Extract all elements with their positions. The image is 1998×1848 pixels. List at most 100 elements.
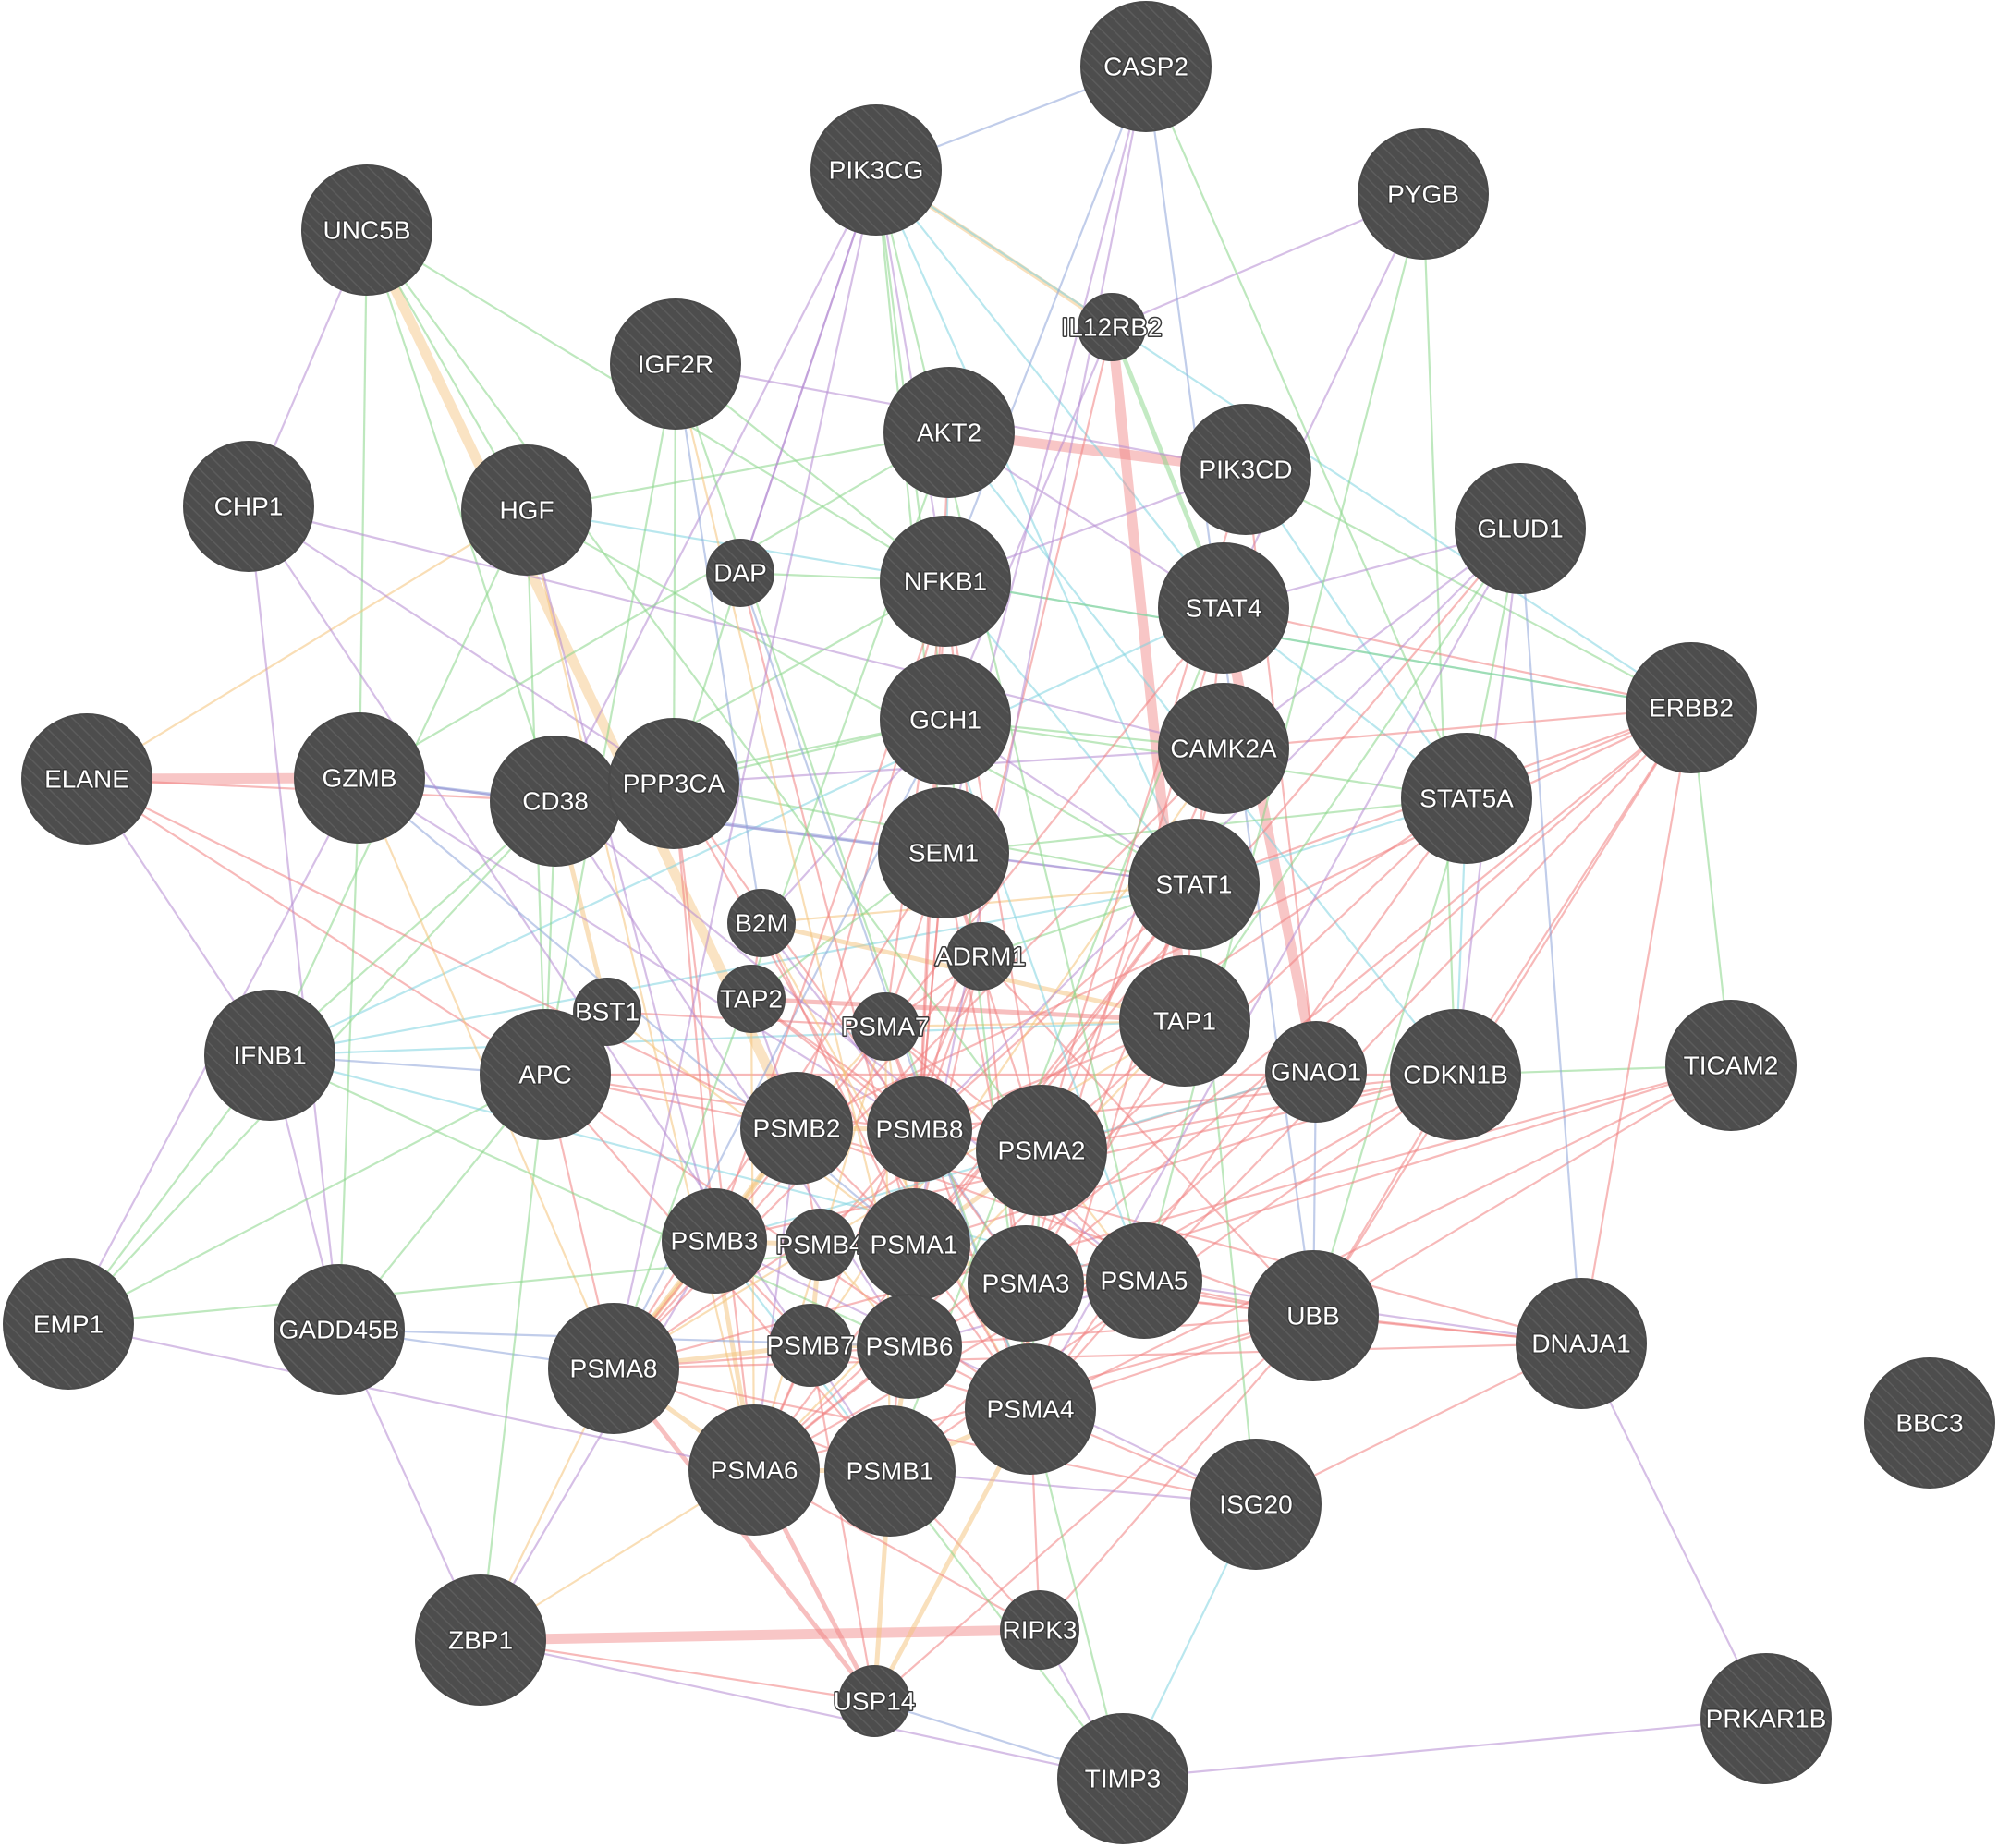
node-circle[interactable]: [548, 1303, 679, 1434]
node-gadd45b[interactable]: GADD45B: [274, 1264, 405, 1395]
node-circle[interactable]: [1128, 819, 1260, 950]
node-circle[interactable]: [1078, 293, 1146, 361]
node-circle[interactable]: [857, 1294, 962, 1399]
node-circle[interactable]: [976, 1085, 1107, 1216]
node-circle[interactable]: [784, 1209, 856, 1281]
node-circle[interactable]: [662, 1188, 767, 1294]
node-psmb4[interactable]: PSMB4: [774, 1209, 865, 1281]
node-ppp3ca[interactable]: PPP3CA: [608, 718, 739, 849]
node-circle[interactable]: [946, 922, 1015, 991]
node-erbb2[interactable]: ERBB2: [1626, 642, 1757, 773]
node-psmb8[interactable]: PSMB8: [867, 1076, 972, 1182]
node-circle[interactable]: [1401, 733, 1532, 864]
node-gnao1[interactable]: GNAO1: [1265, 1021, 1367, 1123]
node-circle[interactable]: [480, 1009, 611, 1140]
node-tap1[interactable]: TAP1: [1119, 955, 1250, 1087]
node-bbc3[interactable]: BBC3: [1864, 1357, 1995, 1489]
node-circle[interactable]: [1158, 542, 1289, 674]
node-ubb[interactable]: UBB: [1248, 1250, 1379, 1381]
node-stat5a[interactable]: STAT5A: [1401, 733, 1532, 864]
node-ifnb1[interactable]: IFNB1: [204, 990, 335, 1121]
node-circle[interactable]: [1626, 642, 1757, 773]
node-apc[interactable]: APC: [480, 1009, 611, 1140]
node-usp14[interactable]: USP14: [832, 1665, 917, 1737]
node-igf2r[interactable]: IGF2R: [610, 298, 741, 430]
node-psma2[interactable]: PSMA2: [976, 1085, 1107, 1216]
node-circle[interactable]: [274, 1264, 405, 1395]
node-circle[interactable]: [727, 889, 796, 957]
node-circle[interactable]: [1265, 1021, 1367, 1123]
node-circle[interactable]: [880, 654, 1011, 785]
node-psma6[interactable]: PSMA6: [688, 1404, 820, 1536]
node-circle[interactable]: [824, 1405, 956, 1537]
node-circle[interactable]: [838, 1665, 910, 1737]
node-casp2[interactable]: CASP2: [1080, 1, 1212, 132]
node-circle[interactable]: [21, 713, 152, 845]
node-circle[interactable]: [810, 104, 942, 236]
node-psma3[interactable]: PSMA3: [968, 1225, 1084, 1342]
node-circle[interactable]: [1700, 1653, 1832, 1784]
node-psma1[interactable]: PSMA1: [858, 1188, 970, 1301]
node-psmb3[interactable]: PSMB3: [662, 1188, 767, 1294]
node-circle[interactable]: [1000, 1590, 1079, 1670]
node-circle[interactable]: [1248, 1250, 1379, 1381]
node-circle[interactable]: [1516, 1278, 1647, 1409]
node-pygb[interactable]: PYGB: [1358, 128, 1489, 260]
node-circle[interactable]: [1455, 463, 1586, 594]
node-psmb1[interactable]: PSMB1: [824, 1405, 956, 1537]
node-circle[interactable]: [1057, 1713, 1188, 1844]
node-circle[interactable]: [183, 441, 314, 572]
node-camk2a[interactable]: CAMK2A: [1158, 683, 1289, 814]
node-tap2[interactable]: TAP2: [717, 965, 786, 1033]
node-circle[interactable]: [415, 1574, 546, 1706]
node-circle[interactable]: [878, 787, 1009, 918]
node-psma7[interactable]: PSMA7: [840, 992, 931, 1061]
node-circle[interactable]: [294, 712, 425, 844]
node-circle[interactable]: [1665, 1000, 1797, 1131]
node-circle[interactable]: [740, 1072, 853, 1185]
node-circle[interactable]: [1358, 128, 1489, 260]
node-ripk3[interactable]: RIPK3: [1000, 1590, 1079, 1670]
node-psmb6[interactable]: PSMB6: [857, 1294, 962, 1399]
node-circle[interactable]: [1864, 1357, 1995, 1489]
node-emp1[interactable]: EMP1: [3, 1258, 134, 1390]
node-sem1[interactable]: SEM1: [878, 787, 1009, 918]
node-akt2[interactable]: AKT2: [883, 367, 1015, 498]
node-circle[interactable]: [706, 539, 774, 607]
node-gzmb[interactable]: GZMB: [294, 712, 425, 844]
node-chp1[interactable]: CHP1: [183, 441, 314, 572]
node-psma8[interactable]: PSMA8: [548, 1303, 679, 1434]
node-prkar1b[interactable]: PRKAR1B: [1700, 1653, 1832, 1784]
node-circle[interactable]: [688, 1404, 820, 1536]
node-circle[interactable]: [1190, 1439, 1322, 1570]
node-circle[interactable]: [610, 298, 741, 430]
node-circle[interactable]: [851, 992, 920, 1061]
node-psmb2[interactable]: PSMB2: [740, 1072, 853, 1185]
node-stat4[interactable]: STAT4: [1158, 542, 1289, 674]
node-circle[interactable]: [301, 164, 432, 296]
node-circle[interactable]: [1119, 955, 1250, 1087]
node-psma4[interactable]: PSMA4: [965, 1343, 1096, 1475]
node-pik3cg[interactable]: PIK3CG: [810, 104, 942, 236]
node-circle[interactable]: [3, 1258, 134, 1390]
node-timp3[interactable]: TIMP3: [1057, 1713, 1188, 1844]
node-unc5b[interactable]: UNC5B: [301, 164, 432, 296]
node-dnaja1[interactable]: DNAJA1: [1516, 1278, 1647, 1409]
node-nfkb1[interactable]: NFKB1: [880, 516, 1011, 647]
node-circle[interactable]: [204, 990, 335, 1121]
node-circle[interactable]: [1080, 1, 1212, 132]
node-circle[interactable]: [1180, 404, 1311, 535]
node-dap[interactable]: DAP: [706, 539, 774, 607]
node-gch1[interactable]: GCH1: [880, 654, 1011, 785]
node-glud1[interactable]: GLUD1: [1455, 463, 1586, 594]
node-circle[interactable]: [608, 718, 739, 849]
node-circle[interactable]: [867, 1076, 972, 1182]
node-circle[interactable]: [880, 516, 1011, 647]
node-elane[interactable]: ELANE: [21, 713, 152, 845]
node-pik3cd[interactable]: PIK3CD: [1180, 404, 1311, 535]
node-circle[interactable]: [883, 367, 1015, 498]
node-isg20[interactable]: ISG20: [1190, 1439, 1322, 1570]
node-psma5[interactable]: PSMA5: [1086, 1222, 1202, 1339]
node-zbp1[interactable]: ZBP1: [415, 1574, 546, 1706]
node-ticam2[interactable]: TICAM2: [1665, 1000, 1797, 1131]
